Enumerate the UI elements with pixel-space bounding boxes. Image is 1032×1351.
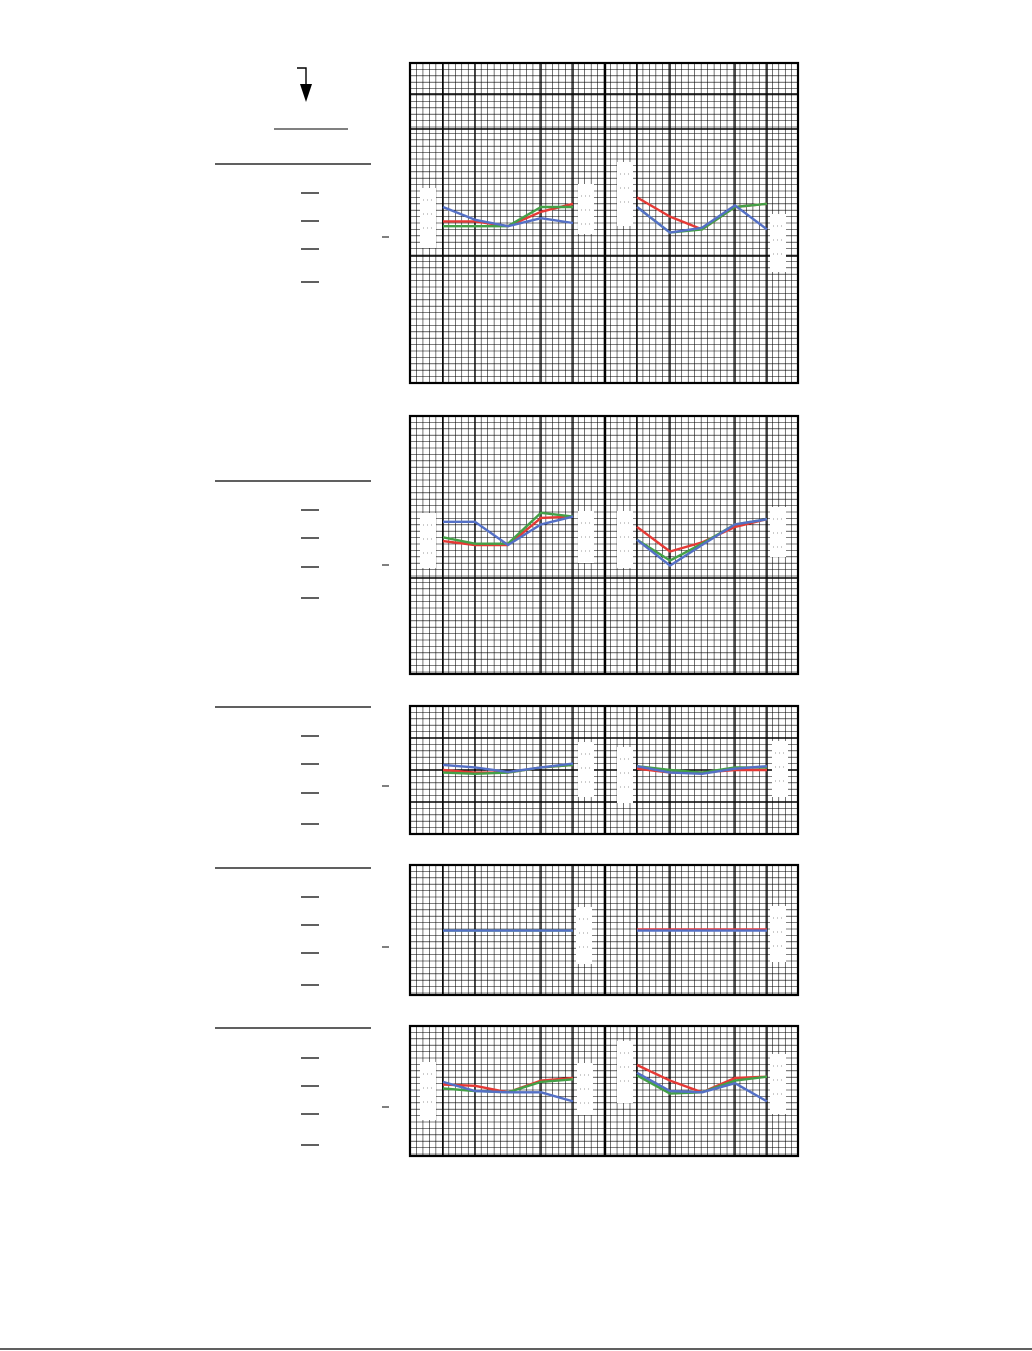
- label-box: [420, 188, 436, 248]
- label-box: [770, 906, 786, 962]
- label-box: [420, 1062, 436, 1120]
- label-box: [617, 162, 633, 226]
- series-line: [442, 762, 574, 774]
- label-box: [617, 1041, 633, 1103]
- series-line: [442, 205, 574, 228]
- plot-frame: [408, 414, 800, 676]
- label-box: [617, 511, 633, 568]
- chart-panel: [408, 704, 800, 836]
- label-box: [578, 184, 594, 234]
- series-line: [443, 515, 574, 547]
- label-box: [578, 511, 594, 563]
- chart-panel: [408, 1024, 800, 1158]
- label-box: [578, 742, 594, 797]
- plot-frame: [408, 863, 800, 997]
- label-box: [576, 907, 592, 964]
- label-box: [772, 741, 788, 797]
- series-line: [636, 765, 768, 775]
- chart-panel: [408, 61, 800, 385]
- label-box: [577, 1063, 593, 1115]
- label-box: [770, 214, 786, 272]
- series-line: [442, 1080, 574, 1103]
- label-box: [420, 513, 436, 568]
- left-label-column: [0, 67, 1032, 1350]
- arrow-down-icon: [297, 67, 312, 102]
- plot-frame: [408, 704, 800, 836]
- series-line: [636, 518, 768, 553]
- series-line: [636, 518, 768, 567]
- series-line: [636, 204, 768, 234]
- chart-panels: [408, 61, 800, 1158]
- chart-panel: [408, 863, 800, 997]
- label-box: [617, 747, 633, 803]
- plot-frame: [408, 61, 800, 385]
- label-box: [770, 1054, 786, 1114]
- series-line: [636, 1071, 768, 1103]
- plot-frame: [408, 1024, 800, 1158]
- chart-panel: [408, 414, 800, 676]
- major-grid: [410, 416, 798, 674]
- label-box: [770, 507, 786, 557]
